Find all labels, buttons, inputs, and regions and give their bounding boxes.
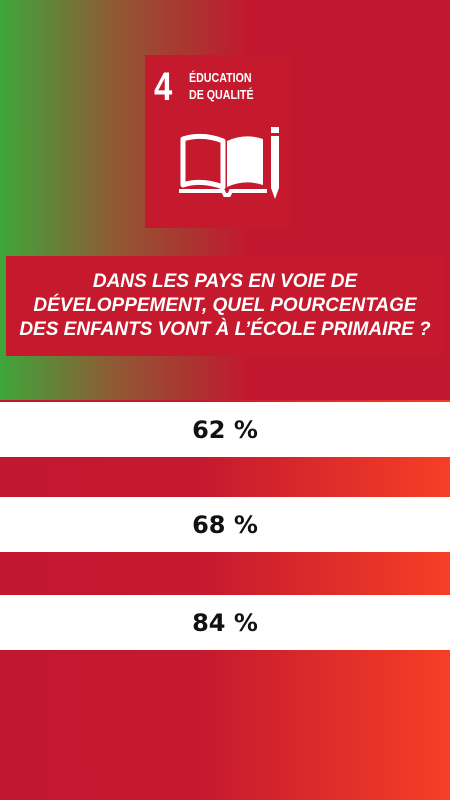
open-book-pencil-icon <box>179 127 279 199</box>
answer-option-1-label: 62 % <box>192 415 258 444</box>
question-box: DANS LES PAYS EN VOIE DE DÉVELOPPEMENT, … <box>6 256 444 356</box>
answer-option-3[interactable]: 84 % <box>0 595 450 650</box>
answer-option-2[interactable]: 68 % <box>0 497 450 552</box>
answer-option-2-label: 68 % <box>192 510 258 539</box>
sdg-goal-tile: 4 ÉDUCATION DE QUALITÉ <box>145 55 290 228</box>
answer-option-1[interactable]: 62 % <box>0 402 450 457</box>
sdg-title-line2: DE QUALITÉ <box>189 87 254 102</box>
sdg-title-line1: ÉDUCATION <box>189 70 252 85</box>
question-text: DANS LES PAYS EN VOIE DE DÉVELOPPEMENT, … <box>19 271 431 340</box>
sdg-number: 4 <box>154 65 173 109</box>
answer-option-3-label: 84 % <box>192 608 258 637</box>
sdg-title: ÉDUCATION DE QUALITÉ <box>189 69 271 103</box>
